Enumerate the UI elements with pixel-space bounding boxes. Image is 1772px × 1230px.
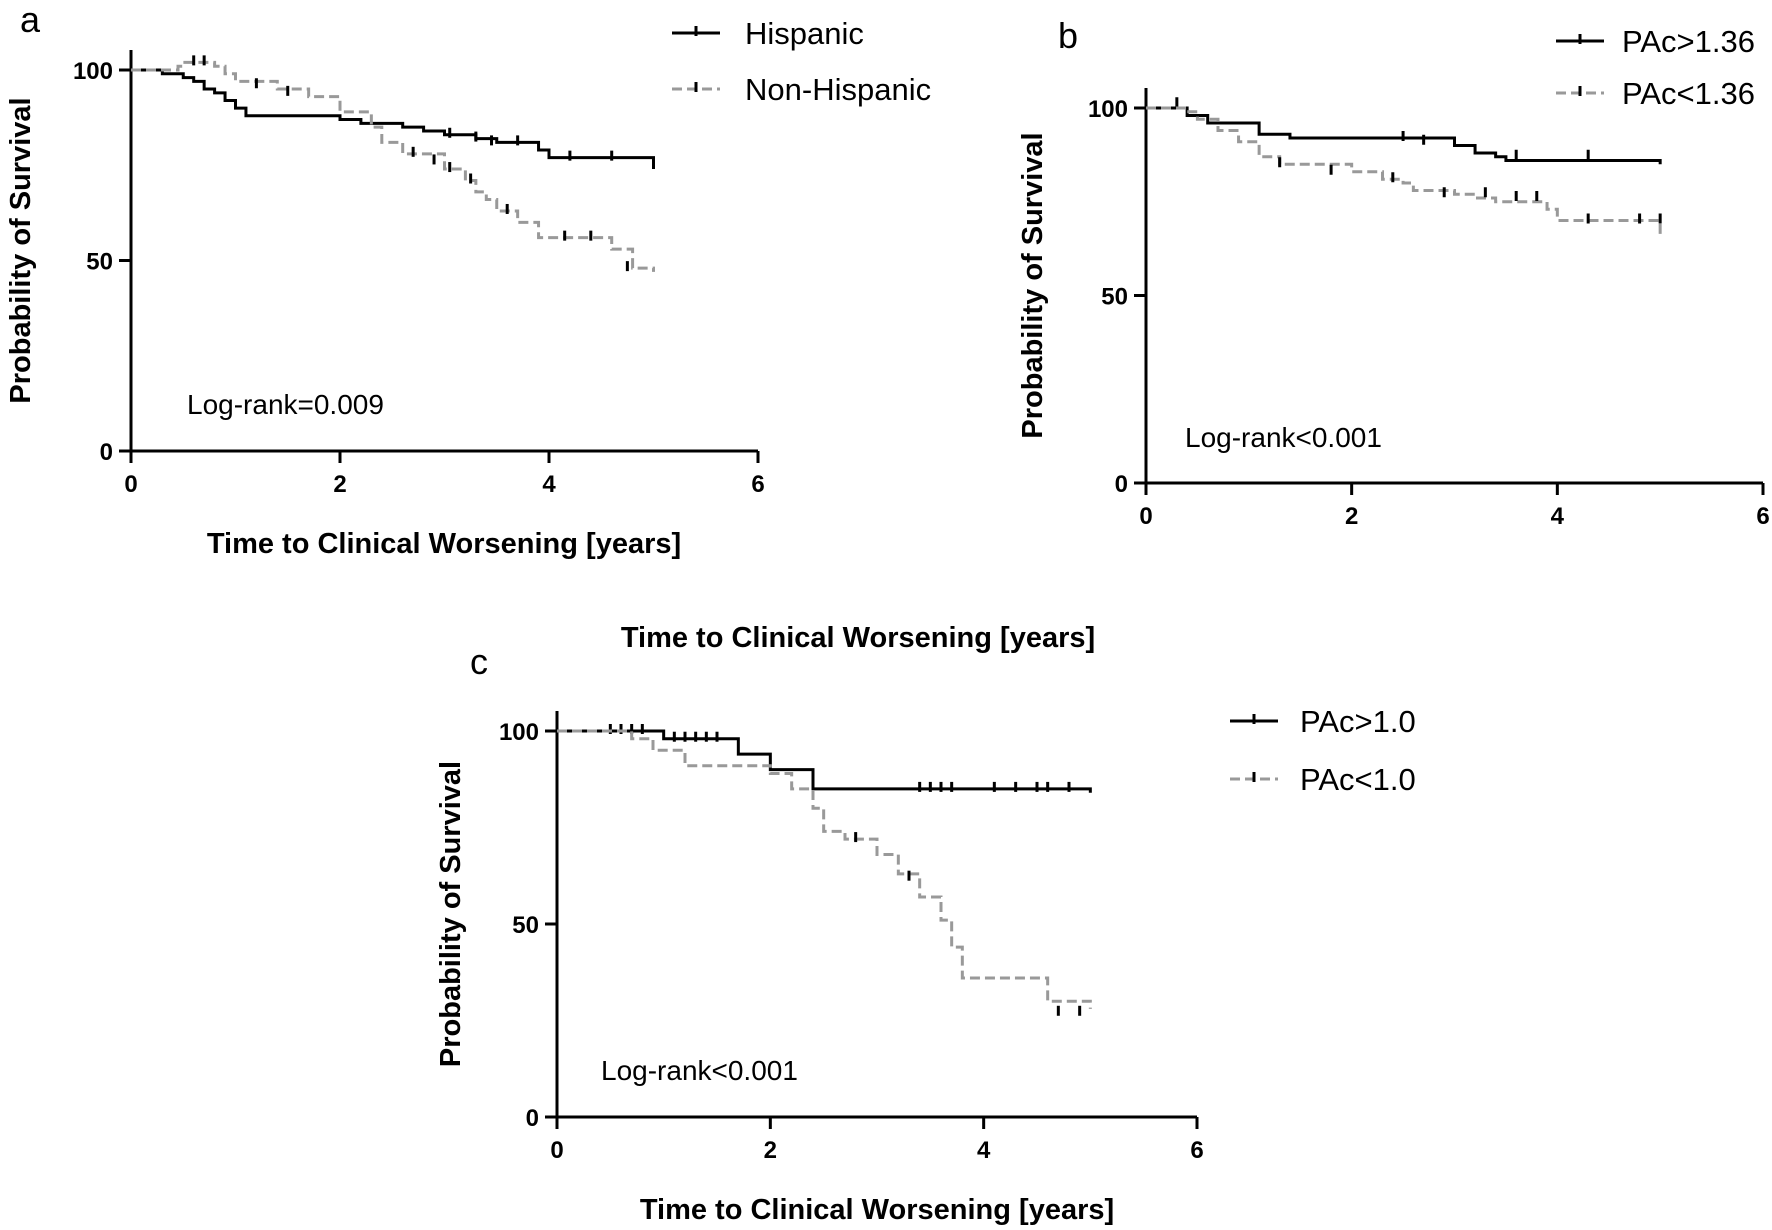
x-axis-title: Time to Clinical Worsening [years] [207, 528, 681, 560]
y-tick-label: 50 [512, 912, 539, 939]
legend-label: PAc>1.0 [1300, 704, 1416, 739]
x-tick-label: 2 [333, 471, 346, 498]
panel-a: a 0 2 4 6 0 50 100 Time to Clinical Worsening [y… [5, 0, 931, 560]
log-rank-annotation: Log-rank<0.001 [1185, 422, 1382, 453]
x-tick-label: 0 [124, 471, 137, 498]
x-tick-label: 0 [1139, 503, 1152, 530]
y-tick-label: 50 [1101, 284, 1128, 311]
x-tick-label: 6 [751, 471, 764, 498]
log-rank-annotation: Log-rank=0.009 [187, 389, 384, 420]
x-tick-label: 2 [764, 1137, 777, 1164]
y-tick-label: 0 [1115, 471, 1128, 498]
log-rank-annotation: Log-rank<0.001 [601, 1055, 798, 1086]
legend-label: Hispanic [745, 16, 864, 51]
legend-label: Non-Hispanic [745, 72, 931, 107]
x-axis-title: Time to Clinical Worsening [years] [640, 1194, 1114, 1226]
series-line-dashed [1146, 106, 1662, 236]
x-tick-label: 4 [1551, 503, 1565, 530]
shared-x-axis-title: Time to Clinical Worsening [years] [621, 622, 1095, 654]
y-tick-label: 100 [73, 58, 113, 85]
panel-b: b 0 2 4 6 0 50 100 Probability of Survival PAc>1.… [1017, 15, 1770, 530]
y-tick-label: 0 [526, 1105, 539, 1132]
x-tick-label: 0 [550, 1137, 563, 1164]
x-tick-label: 2 [1345, 503, 1358, 530]
series-line-solid [557, 729, 1092, 793]
y-axis-title: Probability of Survival [1017, 132, 1049, 438]
x-tick-label: 4 [977, 1137, 991, 1164]
x-tick-label: 6 [1756, 503, 1769, 530]
legend-label: PAc<1.0 [1300, 762, 1416, 797]
y-axis-title: Probability of Survival [435, 761, 467, 1067]
series-line-dashed [131, 60, 655, 272]
panel-letter: a [20, 0, 41, 40]
legend-label: PAc<1.36 [1622, 76, 1755, 111]
x-tick-label: 6 [1190, 1137, 1203, 1164]
panel-c: c 0 2 4 6 0 50 100 Time to Clinical Worsening [y… [435, 641, 1416, 1226]
y-axis-title: Probability of Survival [5, 97, 37, 403]
series-line-solid [131, 68, 655, 170]
x-tick-label: 4 [542, 471, 556, 498]
y-tick-label: 100 [499, 719, 539, 746]
panel-letter: c [470, 641, 488, 682]
y-tick-label: 100 [1088, 96, 1128, 123]
y-tick-label: 50 [86, 249, 113, 276]
y-tick-label: 0 [100, 439, 113, 466]
panel-letter: b [1058, 15, 1078, 56]
series-line-dashed [557, 729, 1092, 1009]
legend-label: PAc>1.36 [1622, 24, 1755, 59]
